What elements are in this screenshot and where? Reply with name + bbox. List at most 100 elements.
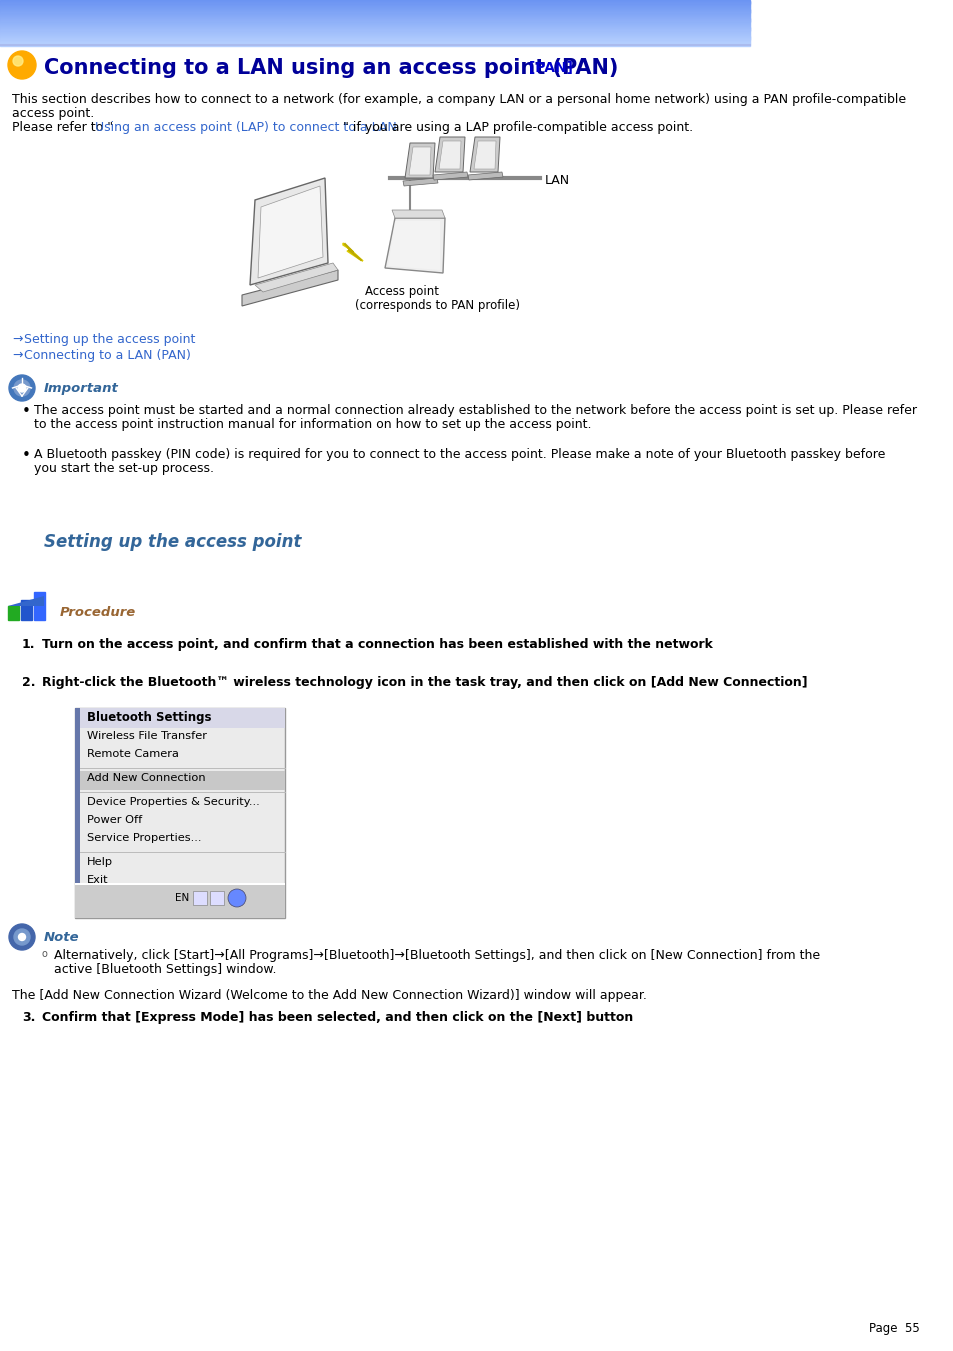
Text: Right-click the Bluetooth™ wireless technology icon in the task tray, and then c: Right-click the Bluetooth™ wireless tech…: [42, 676, 807, 689]
Text: Bluetooth Settings: Bluetooth Settings: [87, 711, 212, 724]
Bar: [210, 892, 224, 905]
Text: active [Bluetooth Settings] window.: active [Bluetooth Settings] window.: [54, 963, 276, 975]
Bar: [0, 43, 749, 45]
Circle shape: [9, 376, 35, 401]
Polygon shape: [388, 222, 439, 270]
Polygon shape: [433, 172, 468, 180]
Bar: [193, 892, 207, 905]
Polygon shape: [385, 218, 444, 273]
Text: Page  55: Page 55: [868, 1323, 919, 1335]
Bar: [0, 12, 749, 14]
Bar: [0, 30, 749, 31]
Bar: [75, 884, 285, 917]
Text: LAN: LAN: [544, 174, 570, 188]
Bar: [0, 19, 749, 20]
Bar: [0, 7, 749, 8]
Text: Please refer to ": Please refer to ": [12, 122, 113, 134]
Circle shape: [13, 55, 23, 66]
Polygon shape: [8, 596, 44, 607]
Bar: [0, 15, 749, 16]
Polygon shape: [250, 178, 328, 285]
Bar: [0, 9, 749, 12]
Bar: [0, 36, 749, 39]
Bar: [0, 16, 749, 18]
Text: Wireless File Transfer: Wireless File Transfer: [87, 731, 207, 740]
Bar: [0, 5, 749, 7]
Bar: [0, 4, 749, 7]
Bar: [8, 607, 19, 620]
Polygon shape: [242, 270, 337, 305]
Bar: [0, 0, 749, 1]
Bar: [0, 42, 749, 43]
Text: to the access point instruction manual for information on how to set up the acce: to the access point instruction manual f…: [34, 417, 591, 431]
Circle shape: [228, 889, 246, 907]
Polygon shape: [405, 143, 435, 178]
Text: EN: EN: [174, 893, 189, 902]
Text: (corresponds to PAN profile): (corresponds to PAN profile): [355, 299, 519, 312]
Bar: [0, 14, 749, 15]
Bar: [80, 708, 285, 728]
Text: Connecting to a LAN (PAN): Connecting to a LAN (PAN): [24, 349, 191, 362]
Circle shape: [14, 929, 30, 944]
Text: access point.: access point.: [12, 107, 94, 120]
Polygon shape: [254, 263, 337, 292]
Text: Note: Note: [44, 931, 79, 944]
Bar: [0, 38, 749, 41]
Text: →: →: [12, 332, 23, 346]
Bar: [0, 8, 749, 9]
Text: Access point: Access point: [365, 285, 438, 299]
Bar: [0, 1, 749, 3]
Circle shape: [18, 934, 26, 940]
Text: •: •: [22, 449, 30, 463]
Text: Turn on the access point, and confirm that a connection has been established wit: Turn on the access point, and confirm th…: [42, 638, 712, 651]
Bar: [0, 3, 749, 5]
Text: [PAN]: [PAN]: [523, 61, 573, 76]
Text: Exit: Exit: [87, 875, 109, 885]
Polygon shape: [257, 186, 323, 278]
Polygon shape: [343, 243, 363, 261]
Bar: [0, 16, 749, 19]
Polygon shape: [474, 141, 496, 169]
Bar: [0, 9, 749, 11]
Text: Important: Important: [44, 382, 119, 394]
Text: Procedure: Procedure: [60, 607, 136, 619]
Bar: [80, 771, 285, 790]
Text: Connecting to a LAN using an access point (PAN): Connecting to a LAN using an access poin…: [44, 58, 618, 78]
Bar: [21, 600, 32, 620]
Polygon shape: [409, 147, 431, 176]
Bar: [0, 18, 749, 20]
Bar: [75, 708, 80, 917]
Bar: [0, 36, 749, 38]
Text: →: →: [12, 349, 23, 362]
Text: 1.: 1.: [22, 638, 35, 651]
Text: you start the set-up process.: you start the set-up process.: [34, 462, 213, 476]
Polygon shape: [470, 136, 499, 172]
Bar: [75, 884, 285, 885]
Circle shape: [18, 384, 26, 392]
Text: " if you are using a LAP profile-compatible access point.: " if you are using a LAP profile-compati…: [343, 122, 693, 134]
Bar: [0, 35, 749, 36]
Text: 3.: 3.: [22, 1011, 35, 1024]
Text: Confirm that [Express Mode] has been selected, and then click on the [Next] butt: Confirm that [Express Mode] has been sel…: [42, 1011, 633, 1024]
Bar: [0, 34, 749, 35]
Bar: [0, 41, 749, 42]
Bar: [0, 11, 749, 14]
Bar: [0, 20, 749, 22]
Text: This section describes how to connect to a network (for example, a company LAN o: This section describes how to connect to…: [12, 93, 905, 105]
Polygon shape: [438, 141, 460, 169]
Text: Add New Connection: Add New Connection: [87, 773, 206, 784]
Text: Power Off: Power Off: [87, 815, 142, 825]
Bar: [0, 23, 749, 24]
Text: o: o: [42, 948, 48, 959]
Text: Setting up the access point: Setting up the access point: [24, 332, 195, 346]
Text: Device Properties & Security...: Device Properties & Security...: [87, 797, 259, 807]
Bar: [0, 32, 749, 34]
Circle shape: [9, 924, 35, 950]
Text: •: •: [22, 404, 30, 419]
Bar: [0, 43, 749, 46]
Polygon shape: [468, 172, 502, 180]
Text: The access point must be started and a normal connection already established to : The access point must be started and a n…: [34, 404, 916, 417]
Polygon shape: [402, 178, 437, 186]
Polygon shape: [435, 136, 464, 172]
Bar: [0, 28, 749, 30]
